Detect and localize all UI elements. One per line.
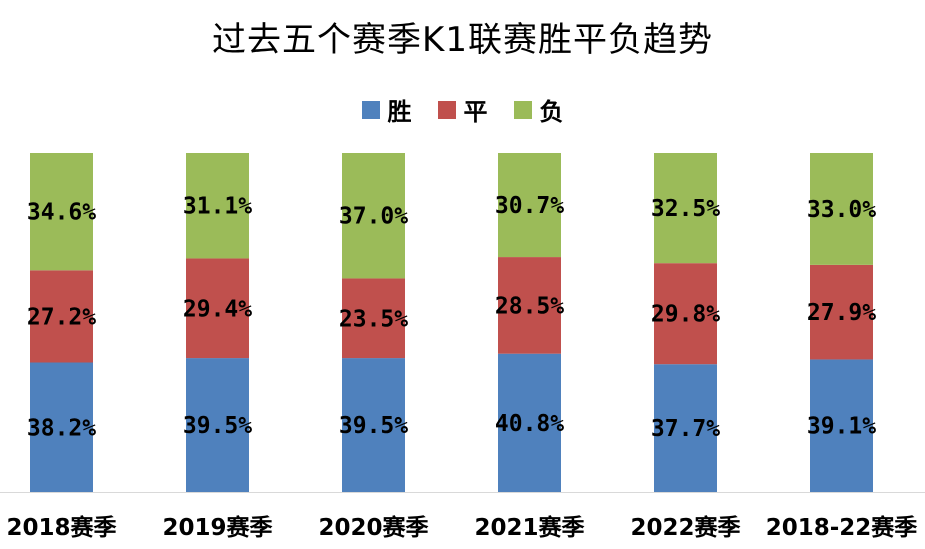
data-label-win-5: 39.1% xyxy=(807,414,876,440)
data-label-loss-0: 34.6% xyxy=(27,200,96,226)
bar-win-4 xyxy=(654,364,717,492)
data-label-win-4: 37.7% xyxy=(651,416,720,442)
x-tick-label-1: 2019赛季 xyxy=(162,514,272,541)
legend-item-loss: 负 xyxy=(513,92,564,127)
bar-draw-4 xyxy=(654,263,717,365)
bar-draw-5 xyxy=(810,264,873,360)
legend-item-draw: 平 xyxy=(437,92,488,127)
legend: 胜 平 负 xyxy=(0,92,925,127)
data-label-loss-5: 33.0% xyxy=(807,197,876,223)
data-label-loss-1: 31.1% xyxy=(183,194,252,220)
data-label-win-2: 39.5% xyxy=(339,413,408,439)
bar-win-5 xyxy=(810,359,873,492)
data-label-draw-1: 29.4% xyxy=(183,296,252,322)
legend-label-draw: 平 xyxy=(463,98,488,126)
data-label-win-3: 40.8% xyxy=(495,411,564,437)
legend-label-loss: 负 xyxy=(539,98,564,126)
x-tick-label-5: 2018-22赛季 xyxy=(766,514,918,541)
data-label-draw-2: 23.5% xyxy=(339,306,408,332)
bar-win-3 xyxy=(498,353,561,492)
x-tick-label-4: 2022赛季 xyxy=(630,514,740,541)
bar-loss-4 xyxy=(654,153,717,264)
bar-draw-0 xyxy=(30,270,93,363)
legend-label-win: 胜 xyxy=(387,98,412,126)
chart-title: 过去五个赛季K1联赛胜平负趋势 xyxy=(212,20,713,60)
bar-loss-1 xyxy=(186,153,249,259)
x-tick-label-0: 2018赛季 xyxy=(6,514,116,541)
x-tick-label-2: 2020赛季 xyxy=(318,514,428,541)
bar-win-2 xyxy=(342,358,405,492)
bar-win-0 xyxy=(30,362,93,492)
legend-item-win: 胜 xyxy=(361,92,412,127)
bar-loss-3 xyxy=(498,153,561,258)
bar-draw-3 xyxy=(498,257,561,354)
legend-swatch-win xyxy=(361,100,380,119)
data-label-loss-2: 37.0% xyxy=(339,204,408,230)
data-label-draw-0: 27.2% xyxy=(27,304,96,330)
legend-swatch-draw xyxy=(437,100,456,119)
legend-swatch-loss xyxy=(513,100,532,119)
bar-draw-2 xyxy=(342,278,405,359)
bar-loss-2 xyxy=(342,153,405,279)
data-label-win-1: 39.5% xyxy=(183,413,252,439)
data-label-loss-4: 32.5% xyxy=(651,196,720,222)
data-label-draw-3: 28.5% xyxy=(495,293,564,319)
bar-loss-5 xyxy=(810,153,873,265)
data-label-draw-4: 29.8% xyxy=(651,302,720,328)
bar-win-1 xyxy=(186,358,249,492)
data-label-draw-5: 27.9% xyxy=(807,300,876,326)
data-label-loss-3: 30.7% xyxy=(495,193,564,219)
bar-loss-0 xyxy=(30,153,93,271)
x-tick-label-3: 2021赛季 xyxy=(474,514,584,541)
bar-draw-1 xyxy=(186,258,249,359)
data-label-win-0: 38.2% xyxy=(27,415,96,441)
